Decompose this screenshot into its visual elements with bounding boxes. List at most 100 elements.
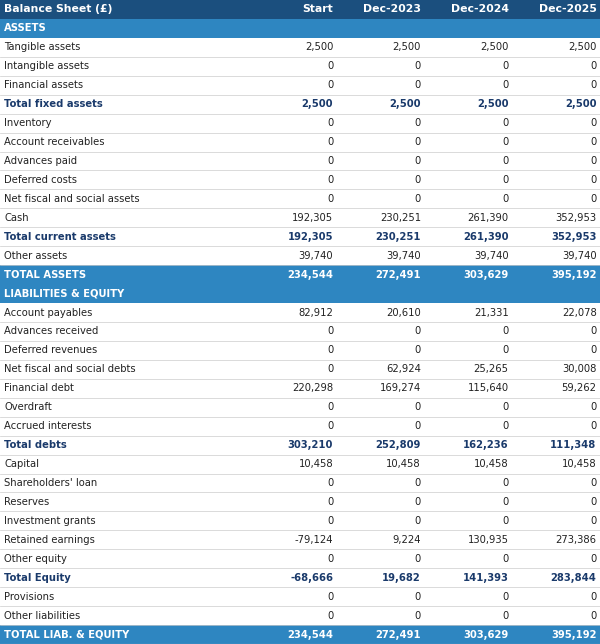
Text: 20,610: 20,610 xyxy=(386,308,421,317)
Text: 0: 0 xyxy=(327,327,333,336)
Text: 0: 0 xyxy=(415,327,421,336)
Bar xyxy=(512,246,600,265)
Bar xyxy=(425,303,512,322)
Bar xyxy=(0,113,249,133)
Text: 0: 0 xyxy=(415,345,421,355)
Bar xyxy=(0,95,249,113)
Text: 0: 0 xyxy=(415,118,421,128)
Text: 0: 0 xyxy=(590,327,596,336)
Text: 0: 0 xyxy=(590,554,596,564)
Text: 0: 0 xyxy=(502,118,509,128)
Text: 115,640: 115,640 xyxy=(467,383,509,393)
Text: 252,809: 252,809 xyxy=(376,440,421,450)
Bar xyxy=(249,606,337,625)
Text: 0: 0 xyxy=(590,611,596,621)
Bar xyxy=(337,95,425,113)
Bar xyxy=(337,435,425,455)
Text: 261,390: 261,390 xyxy=(463,232,509,242)
Bar xyxy=(425,76,512,95)
Text: 0: 0 xyxy=(415,156,421,166)
Text: Total current assets: Total current assets xyxy=(4,232,116,242)
Bar xyxy=(425,57,512,76)
Text: 0: 0 xyxy=(415,592,421,601)
Text: Reserves: Reserves xyxy=(4,497,49,507)
Bar xyxy=(425,151,512,171)
Bar xyxy=(0,417,249,435)
Bar xyxy=(0,246,249,265)
Bar xyxy=(249,57,337,76)
Text: Total fixed assets: Total fixed assets xyxy=(4,99,103,109)
Bar xyxy=(0,606,249,625)
Bar xyxy=(249,531,337,549)
Bar xyxy=(512,511,600,531)
Text: 10,458: 10,458 xyxy=(474,459,509,469)
Text: Net fiscal and social assets: Net fiscal and social assets xyxy=(4,194,140,204)
Text: 0: 0 xyxy=(415,194,421,204)
Text: 0: 0 xyxy=(590,118,596,128)
Bar xyxy=(0,76,249,95)
Text: 303,210: 303,210 xyxy=(288,440,333,450)
Bar xyxy=(249,265,337,284)
Bar xyxy=(0,0,249,19)
Text: 230,251: 230,251 xyxy=(376,232,421,242)
Text: 0: 0 xyxy=(415,402,421,412)
Bar xyxy=(425,398,512,417)
Bar xyxy=(337,113,425,133)
Text: 0: 0 xyxy=(590,421,596,431)
Bar xyxy=(425,606,512,625)
Text: 10,458: 10,458 xyxy=(386,459,421,469)
Text: 273,386: 273,386 xyxy=(556,535,596,545)
Bar xyxy=(512,38,600,57)
Bar xyxy=(0,473,249,493)
Text: Financial assets: Financial assets xyxy=(4,80,83,90)
Text: 0: 0 xyxy=(502,80,509,90)
Text: Intangible assets: Intangible assets xyxy=(4,61,89,71)
Text: 352,953: 352,953 xyxy=(551,232,596,242)
Text: 0: 0 xyxy=(502,137,509,147)
Bar xyxy=(425,587,512,606)
Bar xyxy=(425,227,512,246)
Text: 30,008: 30,008 xyxy=(562,365,596,374)
Text: 283,844: 283,844 xyxy=(551,573,596,583)
Text: 111,348: 111,348 xyxy=(550,440,596,450)
Text: 0: 0 xyxy=(327,421,333,431)
Text: 261,390: 261,390 xyxy=(467,213,509,223)
Text: 39,740: 39,740 xyxy=(299,251,333,261)
Bar xyxy=(249,625,337,644)
Text: 234,544: 234,544 xyxy=(287,270,333,279)
Text: 0: 0 xyxy=(502,327,509,336)
Text: -68,666: -68,666 xyxy=(290,573,333,583)
Bar xyxy=(0,398,249,417)
Text: Provisions: Provisions xyxy=(4,592,55,601)
Bar xyxy=(425,379,512,398)
Bar xyxy=(512,151,600,171)
Text: Advances received: Advances received xyxy=(4,327,98,336)
Bar xyxy=(0,284,249,303)
Bar xyxy=(337,209,425,227)
Bar xyxy=(337,455,425,473)
Text: 0: 0 xyxy=(415,554,421,564)
Text: 21,331: 21,331 xyxy=(474,308,509,317)
Bar xyxy=(0,379,249,398)
Bar xyxy=(0,455,249,473)
Bar xyxy=(337,568,425,587)
Text: Account receivables: Account receivables xyxy=(4,137,105,147)
Bar xyxy=(512,606,600,625)
Text: 0: 0 xyxy=(502,402,509,412)
Bar xyxy=(249,379,337,398)
Text: 272,491: 272,491 xyxy=(376,630,421,639)
Text: TOTAL ASSETS: TOTAL ASSETS xyxy=(4,270,86,279)
Bar xyxy=(512,19,600,38)
Bar xyxy=(512,455,600,473)
Text: 0: 0 xyxy=(590,80,596,90)
Text: -79,124: -79,124 xyxy=(295,535,333,545)
Bar xyxy=(249,19,337,38)
Bar xyxy=(512,0,600,19)
Bar xyxy=(512,379,600,398)
Bar xyxy=(512,531,600,549)
Text: 192,305: 192,305 xyxy=(287,232,333,242)
Text: Other liabilities: Other liabilities xyxy=(4,611,80,621)
Text: 2,500: 2,500 xyxy=(389,99,421,109)
Bar xyxy=(337,151,425,171)
Bar xyxy=(425,417,512,435)
